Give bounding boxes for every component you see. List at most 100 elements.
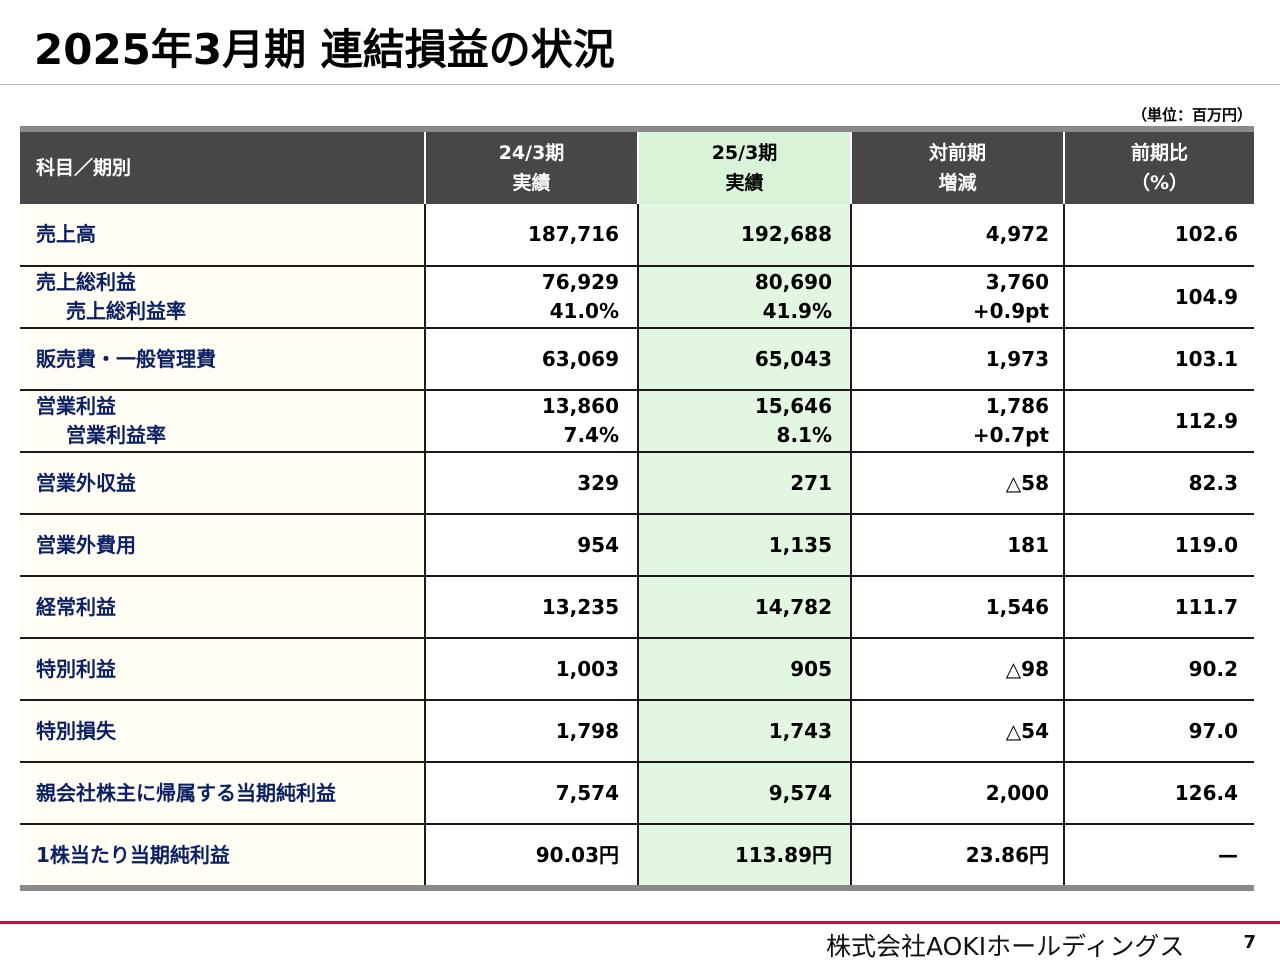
diff-cell-value: △98 (1005, 656, 1049, 681)
row-label: 販売費・一般管理費 (20, 327, 425, 390)
prev-year-cell-value: 329 (577, 470, 619, 495)
current-year-cell-value: 192,688 (740, 222, 832, 246)
row-label: 特別損失 (20, 699, 425, 762)
table-top-border (20, 126, 1254, 132)
current-year-cell-sub-value: 41.9% (762, 299, 832, 323)
diff-cell: 4,972 (850, 204, 1064, 266)
diff-cell: 181 (850, 513, 1064, 576)
ratio-cell: 102.6 (1063, 204, 1254, 266)
table-header-row: 科目／期別 24/3期 実績 25/3期 実績 対前期 増減 前期比 （%） (20, 132, 1254, 204)
diff-cell: 2,000 (850, 761, 1064, 824)
ratio-cell: 126.4 (1063, 761, 1254, 824)
diff-cell: 1,786 +0.7pt (850, 389, 1064, 452)
income-statement-table: 科目／期別 24/3期 実績 25/3期 実績 対前期 増減 前期比 （%） (20, 126, 1254, 886)
table-row: 特別損失 1,798 1,743 △54 97.0 (20, 699, 1254, 762)
prev-year-cell: 7,574 (424, 761, 638, 824)
prev-year-cell-value: 13,235 (541, 594, 619, 619)
prev-year-cell-value: 63,069 (541, 346, 619, 371)
row-label: 親会社株主に帰属する当期純利益 (20, 761, 425, 824)
header-ratio: 前期比 （%） (1063, 132, 1254, 204)
diff-cell-value: △54 (1005, 718, 1049, 743)
ratio-cell-value: — (1218, 843, 1238, 867)
current-year-cell-value: 271 (790, 470, 832, 495)
ratio-cell: 103.1 (1063, 327, 1254, 390)
header-current-year-line1: 25/3期 (711, 142, 778, 164)
header-item-label: 科目／期別 (36, 157, 132, 179)
ratio-cell: 111.7 (1063, 575, 1254, 638)
diff-cell-sub-value: +0.9pt (972, 299, 1049, 323)
current-year-cell-value: 80,690 (754, 270, 832, 294)
row-label-value: 営業外収益 (36, 470, 136, 495)
ratio-cell-value: 104.9 (1174, 284, 1238, 309)
ratio-cell-value: 103.1 (1174, 346, 1238, 371)
table-row: 売上総利益 売上総利益率 76,929 41.0% 80,690 41.9% 3,760 +0… (20, 265, 1254, 328)
current-year-cell: 271 (637, 451, 851, 514)
diff-cell-value: 1,546 (985, 594, 1049, 619)
diff-cell-value: 3,760 (985, 270, 1049, 294)
prev-year-cell: 13,860 7.4% (424, 389, 638, 452)
row-label: 特別利益 (20, 637, 425, 700)
header-diff-line1: 対前期 (928, 142, 986, 164)
row-label-value: 経常利益 (36, 594, 116, 619)
header-ratio-line2: （%） (1130, 172, 1189, 194)
prev-year-cell-sub-value: 7.4% (563, 423, 619, 447)
header-current-year-line2: 実績 (725, 172, 764, 194)
current-year-cell: 65,043 (637, 327, 851, 390)
diff-cell-value: 1,973 (985, 346, 1049, 371)
prev-year-cell: 13,235 (424, 575, 638, 638)
current-year-cell: 1,743 (637, 699, 851, 762)
row-label-sub-value: 営業利益率 (66, 423, 166, 447)
diff-cell-sub-value: +0.7pt (972, 423, 1049, 447)
current-year-cell-value: 1,743 (768, 718, 832, 743)
header-prev-year-line1: 24/3期 (498, 142, 565, 164)
row-label: 売上総利益 売上総利益率 (20, 265, 425, 328)
prev-year-cell-value: 90.03円 (535, 843, 619, 867)
prev-year-cell: 63,069 (424, 327, 638, 390)
row-label-value: 1株当たり当期純利益 (36, 843, 230, 867)
prev-year-cell-value: 1,798 (555, 718, 619, 743)
ratio-cell-value: 112.9 (1174, 408, 1238, 433)
prev-year-cell: 76,929 41.0% (424, 265, 638, 328)
current-year-cell-value: 15,646 (754, 394, 832, 418)
ratio-cell: — (1063, 823, 1254, 886)
row-label-value: 親会社株主に帰属する当期純利益 (36, 780, 336, 805)
prev-year-cell-value: 1,003 (555, 656, 619, 681)
row-label: 売上高 (20, 204, 425, 266)
row-label: 営業利益営業利益率 (20, 389, 425, 452)
prev-year-cell-value: 13,860 (541, 394, 619, 418)
current-year-cell-value: 65,043 (754, 346, 832, 371)
row-label: 経常利益 (20, 575, 425, 638)
header-diff-line2: 増減 (938, 172, 977, 194)
prev-year-cell-sub-value: 41.0% (549, 299, 619, 323)
ratio-cell: 90.2 (1063, 637, 1254, 700)
prev-year-cell-value: 76,929 (541, 270, 619, 294)
row-label-value: 営業利益 (36, 394, 116, 418)
diff-cell-value: 4,972 (985, 222, 1049, 246)
ratio-cell: 119.0 (1063, 513, 1254, 576)
table-row: 売上高 187,716 192,688 4,972 102.6 (20, 204, 1254, 266)
prev-year-cell-value: 954 (577, 532, 619, 557)
row-label-value: 販売費・一般管理費 (36, 346, 216, 371)
table-row: 営業外費用 954 1,135 181 119.0 (20, 513, 1254, 576)
diff-cell-value: 2,000 (985, 780, 1049, 805)
table-row: 営業利益 営業利益率 13,860 7.4% 15,646 8.1% 1,786 +0.7pt… (20, 389, 1254, 452)
prev-year-cell: 1,798 (424, 699, 638, 762)
current-year-cell-value: 905 (790, 656, 832, 681)
ratio-cell-value: 82.3 (1188, 470, 1238, 495)
current-year-cell: 9,574 (637, 761, 851, 824)
diff-cell: △54 (850, 699, 1064, 762)
row-label-value: 売上高 (36, 222, 96, 246)
diff-cell: △98 (850, 637, 1064, 700)
table-bottom-border (20, 885, 1254, 891)
prev-year-cell: 954 (424, 513, 638, 576)
row-label-value: 売上総利益 (36, 270, 136, 294)
title-divider (0, 84, 1280, 85)
diff-cell-value: 23.86円 (965, 843, 1049, 867)
prev-year-cell: 329 (424, 451, 638, 514)
row-label: 営業外費用 (20, 513, 425, 576)
unit-note: （単位：百万円） (1131, 106, 1252, 124)
prev-year-cell-value: 187,716 (527, 222, 619, 246)
current-year-cell-value: 113.89円 (734, 843, 832, 867)
page-title: 2025年3月期 連結損益の状況 (34, 25, 615, 74)
diff-cell: △58 (850, 451, 1064, 514)
